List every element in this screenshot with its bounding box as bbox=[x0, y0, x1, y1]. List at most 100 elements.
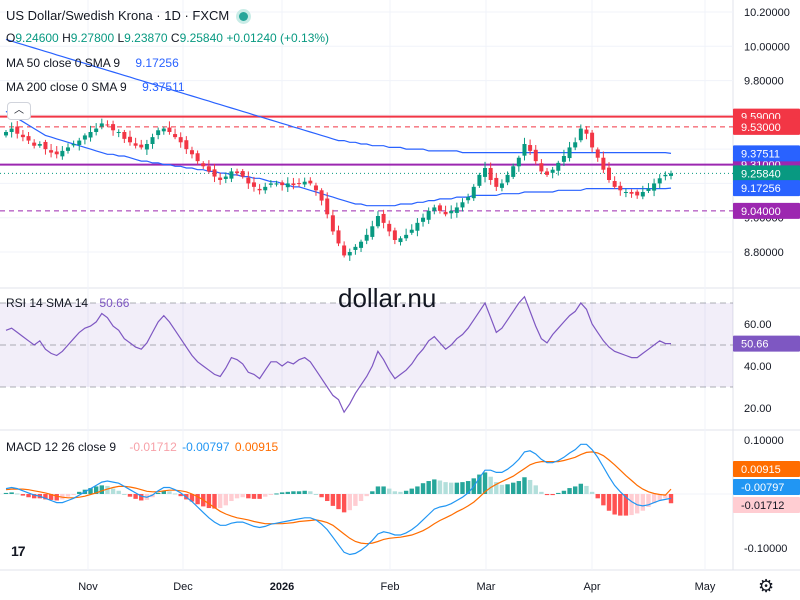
price-badge-bg bbox=[733, 180, 800, 197]
market-status-icon bbox=[239, 12, 249, 22]
candle-body bbox=[432, 207, 437, 211]
candle-body bbox=[223, 176, 228, 179]
candle-body bbox=[280, 182, 285, 186]
macd-histogram-bar bbox=[77, 491, 82, 494]
symbol-header[interactable]: US Dollar/Swedish Krona · 1D · FXCM bbox=[6, 8, 249, 23]
close-label: C bbox=[170, 31, 180, 45]
candle-body bbox=[635, 191, 640, 196]
ma200-label: MA 200 close 0 SMA 9 bbox=[6, 80, 127, 94]
candle-body bbox=[364, 234, 369, 241]
macd-histogram-bar bbox=[93, 486, 99, 494]
price-badge-bg bbox=[733, 145, 800, 162]
tradingview-logo-icon[interactable]: 17 bbox=[11, 543, 26, 559]
candle-body bbox=[240, 171, 245, 177]
gear-icon[interactable]: ⚙ bbox=[758, 576, 775, 596]
candle-body bbox=[437, 205, 442, 211]
candle-body bbox=[308, 180, 313, 184]
candle-body bbox=[37, 144, 42, 146]
candle-body bbox=[263, 186, 268, 191]
candle-body bbox=[471, 186, 476, 199]
macd-histogram-bar bbox=[195, 494, 200, 505]
candle-body bbox=[528, 145, 533, 151]
candle-body bbox=[449, 210, 454, 214]
candle-body bbox=[49, 150, 54, 153]
macd-histogram-bar bbox=[263, 494, 268, 497]
ma50-label: MA 50 close 0 SMA 9 bbox=[6, 56, 121, 70]
macd-histogram-bar bbox=[516, 481, 522, 494]
macd-histogram-bar bbox=[71, 494, 76, 495]
macd-tick-label: -0.10000 bbox=[744, 543, 787, 555]
candle-body bbox=[319, 190, 324, 201]
macd-histogram-bar bbox=[618, 494, 623, 516]
candle-body bbox=[82, 135, 87, 140]
candle-body bbox=[488, 168, 493, 180]
price-pane[interactable] bbox=[0, 11, 733, 261]
ma50-line bbox=[5, 110, 672, 207]
candle-body bbox=[330, 215, 335, 232]
candle-body bbox=[511, 166, 516, 177]
time-tick-label: May bbox=[695, 581, 716, 593]
macd-histogram-bar bbox=[133, 494, 138, 499]
macd-histogram-bar bbox=[319, 494, 324, 498]
macd-histogram-bar bbox=[398, 491, 403, 494]
macd-histogram-bar bbox=[403, 490, 409, 494]
collapse-legend-icon[interactable]: ︿ bbox=[7, 102, 31, 120]
macd-histogram-bar bbox=[511, 482, 516, 494]
macd-histogram-bar bbox=[437, 480, 443, 494]
price-badge: 9.37511 bbox=[741, 148, 780, 160]
candle-body bbox=[235, 171, 240, 174]
candle-body bbox=[99, 123, 104, 127]
candle-body bbox=[612, 181, 617, 187]
price-tick-label: 9.80000 bbox=[744, 76, 784, 88]
macd-histogram-bar bbox=[9, 492, 14, 494]
price-axis[interactable]: 10.2000010.000009.800009.600009.400009.2… bbox=[733, 7, 800, 555]
macd-histogram-bar bbox=[257, 494, 262, 499]
candle-body bbox=[409, 229, 414, 233]
macd-histogram-bar bbox=[99, 485, 105, 494]
macd-badge-bg bbox=[733, 461, 800, 477]
macd-histogram-bar bbox=[15, 493, 20, 495]
rsi-tick-label: 20.00 bbox=[744, 403, 772, 415]
macd-histogram-bar bbox=[313, 494, 319, 495]
candle-body bbox=[291, 183, 296, 186]
rsi-legend[interactable]: RSI 14 SMA 14 50.66 bbox=[6, 296, 129, 310]
macd-histogram-bar bbox=[612, 494, 617, 515]
ma50-legend[interactable]: MA 50 close 0 SMA 9 9.17256 bbox=[6, 56, 179, 70]
watermark: dollar.nu bbox=[338, 283, 437, 313]
macd-histogram-bar bbox=[409, 488, 414, 494]
ohlc-readout: O9.24600 H9.27800 L9.23870 C9.25840 +0.0… bbox=[6, 31, 329, 45]
low-label: L bbox=[117, 31, 125, 45]
macd-pane[interactable] bbox=[0, 443, 733, 556]
macd-histogram-bar bbox=[336, 494, 341, 510]
ma200-legend[interactable]: MA 200 close 0 SMA 9 9.37511 bbox=[6, 80, 185, 94]
macd-histogram-bar bbox=[285, 491, 290, 494]
price-tick-label: 8.80000 bbox=[744, 247, 784, 259]
macd-histogram-bar bbox=[167, 491, 172, 494]
candle-body bbox=[483, 168, 488, 177]
macd-badge-bg bbox=[733, 479, 800, 495]
macd-histogram-bar bbox=[550, 494, 555, 496]
symbol-title[interactable]: US Dollar/Swedish Krona · 1D · FXCM bbox=[6, 8, 230, 23]
candle-body bbox=[466, 197, 471, 201]
time-axis[interactable]: Nov Dec 2026 Feb Mar Apr May bbox=[78, 581, 716, 593]
macd-hist-value: -0.01712 bbox=[129, 440, 177, 454]
candle-body bbox=[257, 188, 262, 191]
macd-histogram-bar bbox=[370, 491, 375, 494]
macd-histogram-bar bbox=[341, 494, 347, 513]
rsi-pane[interactable] bbox=[0, 295, 733, 414]
candle-body bbox=[584, 129, 589, 134]
candle-body bbox=[195, 153, 200, 162]
ma200-value: 9.37511 bbox=[142, 80, 185, 94]
macd-histogram-bar bbox=[477, 474, 482, 494]
candle-body bbox=[20, 134, 25, 138]
candle-body bbox=[60, 150, 65, 157]
macd-legend[interactable]: MACD 12 26 close 9 -0.01712 -0.00797 0.0… bbox=[6, 440, 278, 454]
time-tick-label: 2026 bbox=[270, 581, 294, 593]
candle-body bbox=[561, 156, 566, 162]
candle-body bbox=[313, 185, 318, 191]
macd-histogram-bar bbox=[212, 494, 217, 509]
macd-histogram-bar bbox=[217, 494, 223, 509]
macd-histogram-bar bbox=[488, 476, 493, 494]
rsi-badge: 50.66 bbox=[741, 339, 769, 351]
